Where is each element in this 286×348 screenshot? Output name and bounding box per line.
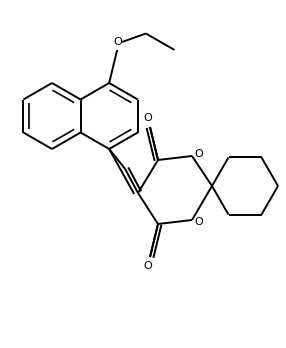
Text: O: O: [194, 149, 203, 159]
Text: O: O: [144, 113, 152, 123]
Text: O: O: [144, 261, 152, 271]
Text: O: O: [114, 37, 122, 47]
Text: O: O: [194, 217, 203, 227]
